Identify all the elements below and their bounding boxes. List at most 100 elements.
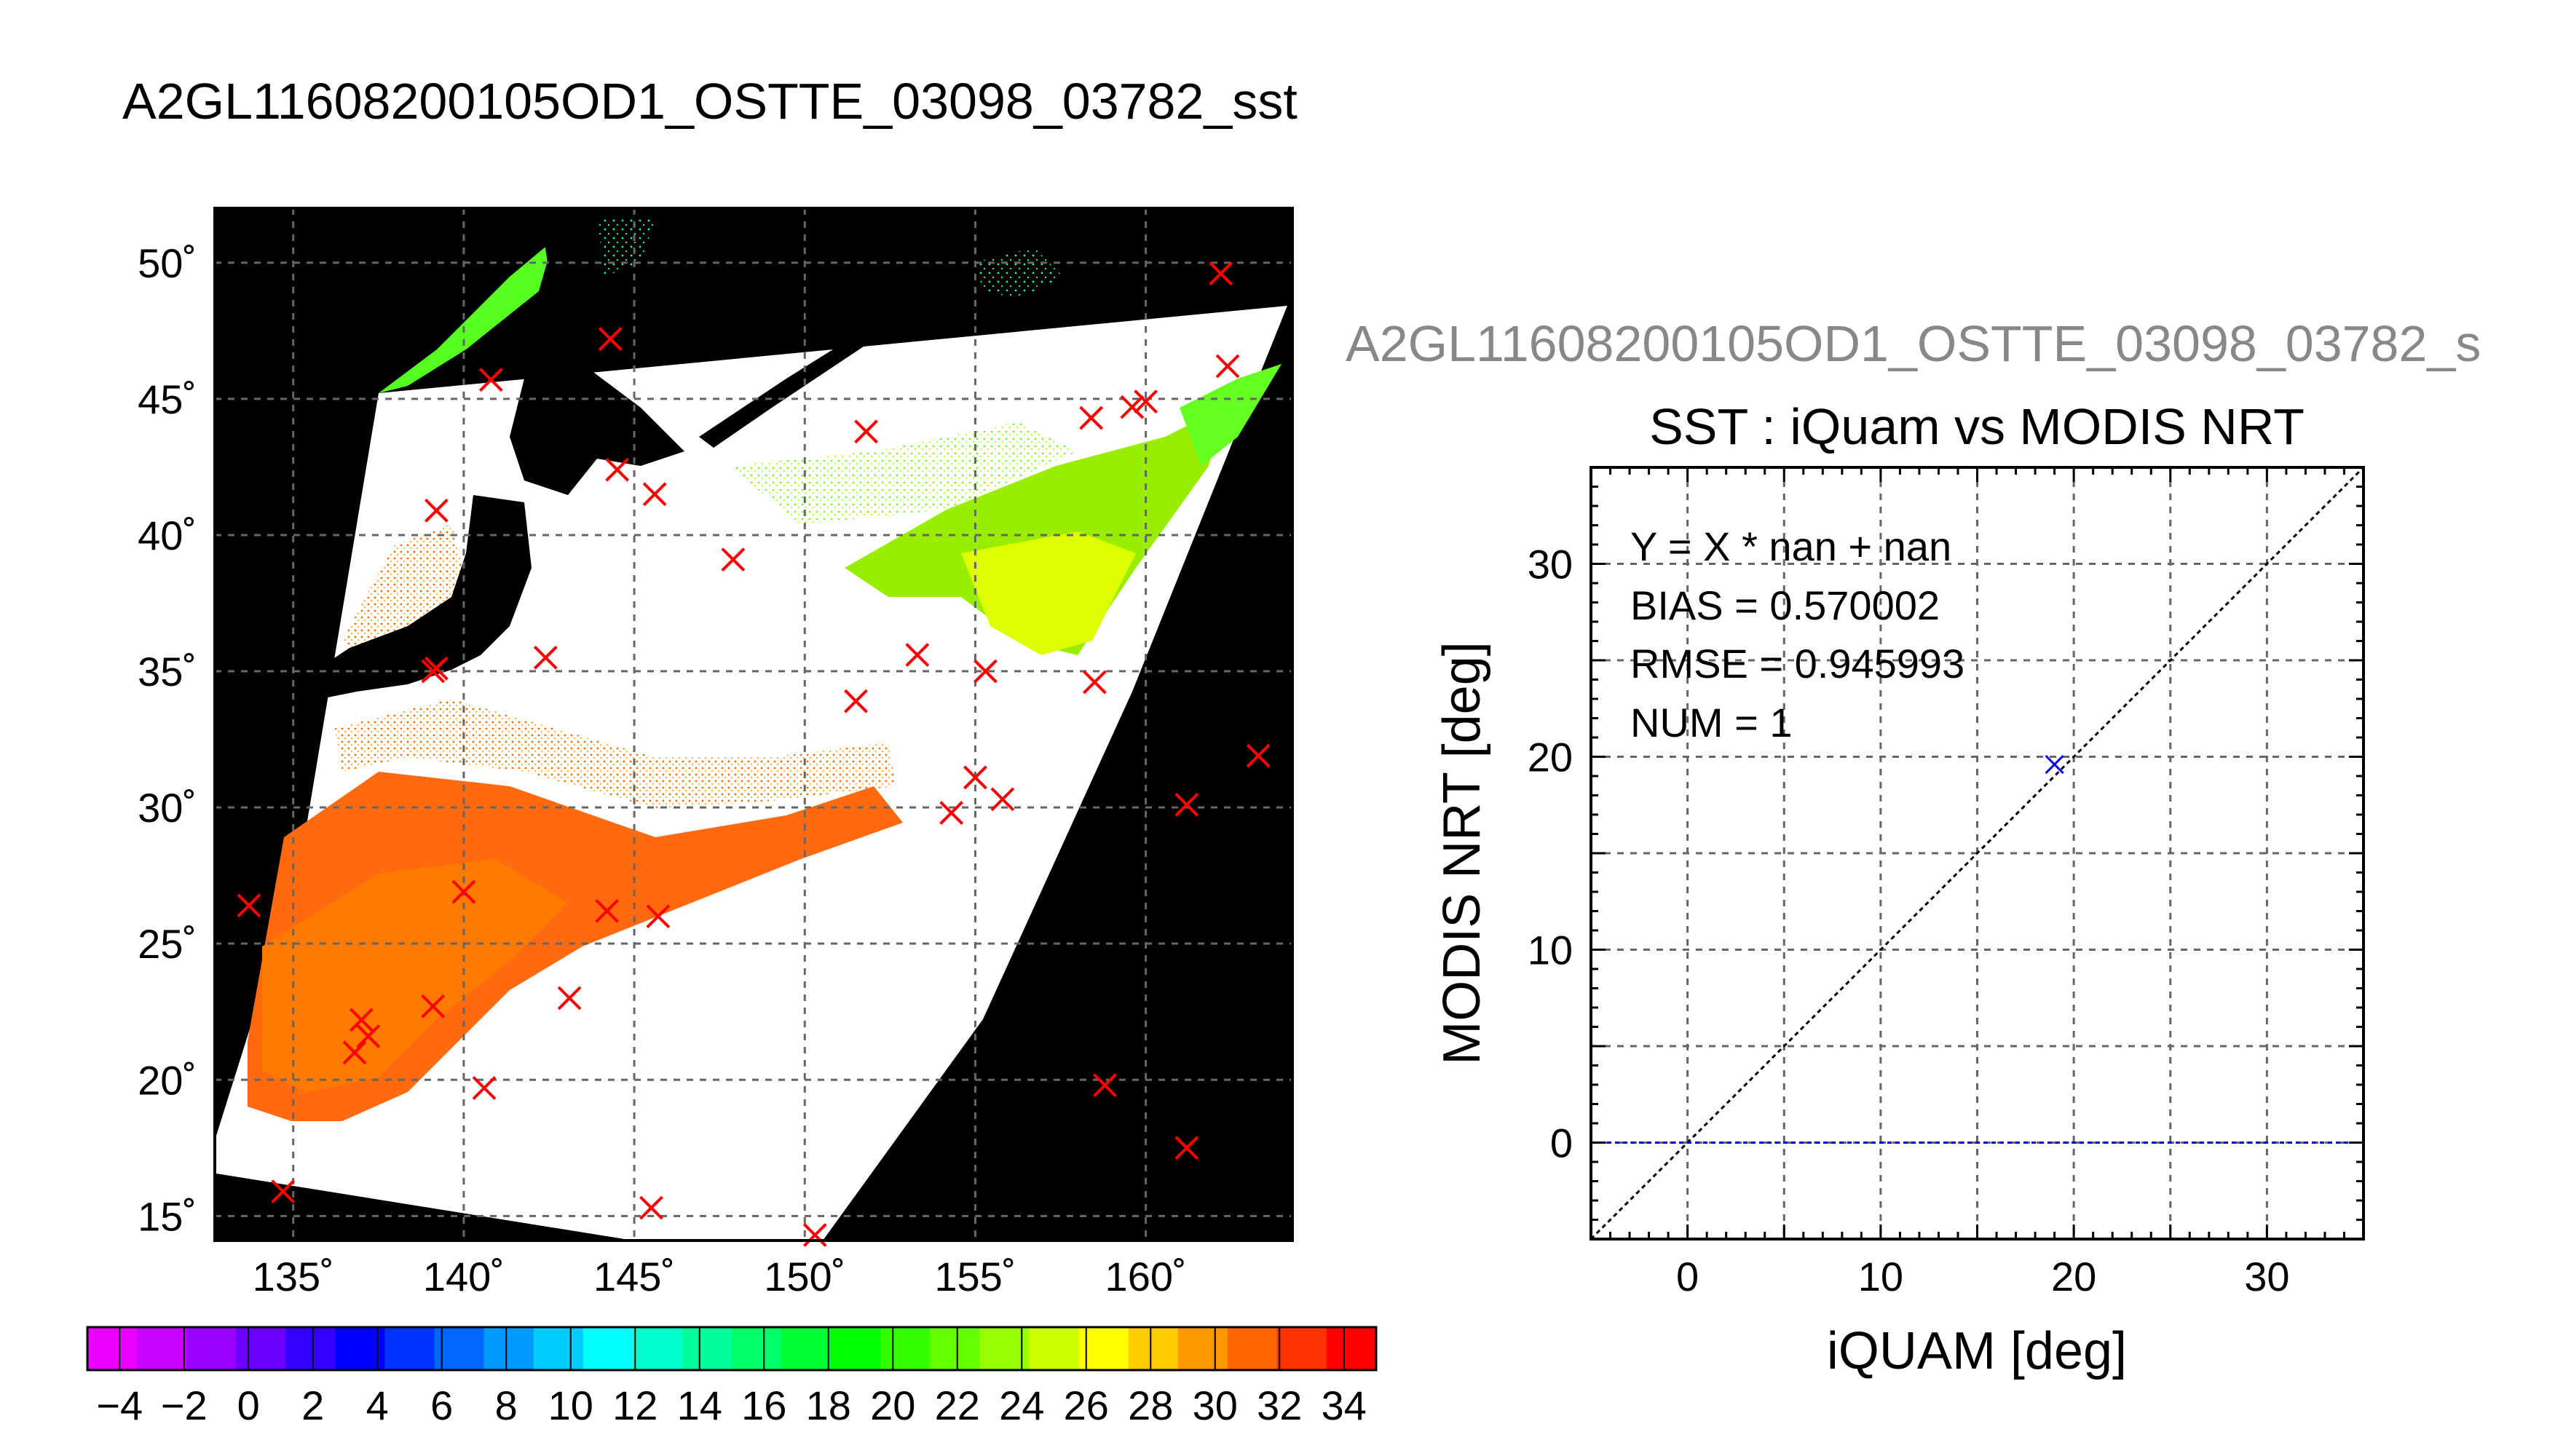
scatter-x-tick-label: 10 <box>1858 1254 1903 1299</box>
scatter-x-tick-label: 20 <box>2051 1254 2096 1299</box>
map-gridlines <box>215 208 1292 1241</box>
colorbar-tick-label: 6 <box>430 1382 453 1428</box>
map-match-points <box>237 261 1271 1247</box>
colorbar-tick-labels: −4 −2 0 2 4 6 8 10 12 14 16 18 20 22 24 26 28 30 32 34 <box>96 1327 1367 1428</box>
colorbar-tick-label: −2 <box>161 1382 208 1428</box>
colorbar-cell <box>434 1327 485 1370</box>
colorbar-tick-label: 8 <box>495 1382 518 1428</box>
scatter-y-axis-label: MODIS NRT [deg] <box>1433 641 1491 1065</box>
colorbar-tick-label: 14 <box>677 1382 722 1428</box>
colorbar-frame <box>86 1326 1378 1372</box>
land-kamchatka <box>215 208 539 604</box>
scatter-y-tick-label: 0 <box>1550 1120 1573 1166</box>
colorbar-cell <box>1276 1327 1327 1370</box>
map-match-marker <box>1092 1073 1117 1098</box>
map-match-marker <box>1174 1136 1199 1160</box>
map-match-marker <box>905 643 930 668</box>
map-match-marker <box>271 1179 296 1204</box>
scatter-y-tick-label: 20 <box>1528 735 1573 780</box>
colorbar-cell <box>1326 1327 1377 1370</box>
colorbar-tick-label: 34 <box>1322 1382 1367 1428</box>
colorbar-cell <box>583 1327 633 1370</box>
map-match-marker <box>990 787 1015 812</box>
map-match-marker <box>1079 405 1104 430</box>
colorbar-tick-label: 16 <box>741 1382 786 1428</box>
map-match-marker <box>356 1024 381 1048</box>
sst-sakhalin-green <box>379 240 553 393</box>
colorbar-cell <box>1078 1327 1129 1370</box>
map-match-marker <box>844 689 868 713</box>
map-match-marker <box>478 368 503 392</box>
map-y-tick-label: 20˚ <box>138 1057 197 1103</box>
map-y-tick-label: 30˚ <box>138 785 197 831</box>
stats-rmse: RMSE = 0.945993 <box>1630 641 1964 687</box>
map-match-marker <box>451 879 476 904</box>
map-x-tick-label: 145˚ <box>593 1254 675 1299</box>
scatter-points <box>2045 755 2064 775</box>
map-match-marker <box>595 898 620 923</box>
colorbar-tick-label: 22 <box>935 1382 980 1428</box>
map-y-tick-labels: 15˚ 20˚ 25˚ 30˚ 35˚ 40˚ 45˚ 50˚ <box>138 240 197 1239</box>
colorbar-cell <box>87 1327 138 1370</box>
colorbar-tick-label: 4 <box>366 1382 389 1428</box>
sst-coastal-green <box>1180 364 1282 466</box>
map-match-marker <box>1209 261 1233 286</box>
colorbar-cell <box>1029 1327 1080 1370</box>
scatter-y-tick-label: 30 <box>1528 542 1573 587</box>
colorbar-cell <box>880 1327 931 1370</box>
map-match-marker <box>1174 792 1199 817</box>
map-match-marker <box>342 1040 367 1065</box>
colorbar-cells <box>87 1327 1377 1370</box>
map-match-marker <box>802 1223 827 1247</box>
colorbar-cell <box>384 1327 435 1370</box>
map-x-tick-label: 160˚ <box>1105 1254 1187 1299</box>
sst-kuroshio-band <box>335 699 896 808</box>
scatter-minor-ticks <box>1590 466 2365 1241</box>
scatter-subtitle: A2GL11608200105OD1_OSTTE_03098_03782_s <box>1346 315 2481 372</box>
land-hokkaido <box>510 364 684 495</box>
map-x-tick-label: 135˚ <box>253 1254 334 1299</box>
colorbar-tick-label: 10 <box>548 1382 593 1428</box>
scatter-x-tick-labels: 0 10 20 30 <box>1676 1254 2289 1299</box>
colorbar-cell <box>732 1327 782 1370</box>
map-match-marker <box>1246 743 1271 768</box>
colorbar-cell <box>1227 1327 1278 1370</box>
map-match-marker <box>963 765 987 790</box>
map-match-marker <box>1082 670 1107 695</box>
one-to-one-line <box>1590 466 2365 1241</box>
land-kuril-arc <box>699 328 881 448</box>
colorbar-tick-label: 26 <box>1064 1382 1109 1428</box>
colorbar-cell <box>1128 1327 1179 1370</box>
colorbar-cell <box>186 1327 237 1370</box>
map-y-tick-label: 35˚ <box>138 649 197 695</box>
colorbar-cell <box>831 1327 881 1370</box>
scatter-y-tick-label: 10 <box>1528 927 1573 973</box>
colorbar-tick-label: −4 <box>96 1382 143 1428</box>
colorbar-cell <box>930 1327 980 1370</box>
map-match-marker <box>557 986 582 1010</box>
colorbar-tick-label: 0 <box>237 1382 260 1428</box>
scatter-panel: 0 10 20 30 0 10 20 30 Y = X * nan + nan BIAS =… <box>1433 466 2365 1380</box>
map-match-marker <box>639 1195 663 1220</box>
map-x-tick-label: 150˚ <box>764 1254 845 1299</box>
colorbar-cell <box>1177 1327 1228 1370</box>
map-match-marker <box>646 904 671 929</box>
colorbar-tick-label: 24 <box>999 1382 1044 1428</box>
colorbar-cell <box>632 1327 683 1370</box>
sst-yellow-region <box>961 531 1136 655</box>
scatter-y-tick-labels: 0 10 20 30 <box>1528 542 1573 1166</box>
stats-bias: BIAS = 0.570002 <box>1630 582 1940 628</box>
map-match-marker <box>1134 389 1158 414</box>
sst-sea-of-japan <box>342 524 466 655</box>
sst-orange-overlay <box>262 859 568 1092</box>
scatter-title: SST : iQuam vs MODIS NRT <box>1649 398 2305 455</box>
map-match-marker <box>421 994 446 1018</box>
colorbar-tick-label: 12 <box>612 1382 657 1428</box>
map-y-tick-label: 15˚ <box>138 1193 197 1239</box>
land-sakhalin <box>539 208 597 379</box>
colorbar-tick-label: 2 <box>301 1382 324 1428</box>
map-match-marker <box>642 482 667 507</box>
map-match-marker <box>533 645 558 670</box>
stats-fit-line: Y = X * nan + nan <box>1630 523 1951 569</box>
map-x-tick-label: 140˚ <box>423 1254 505 1299</box>
